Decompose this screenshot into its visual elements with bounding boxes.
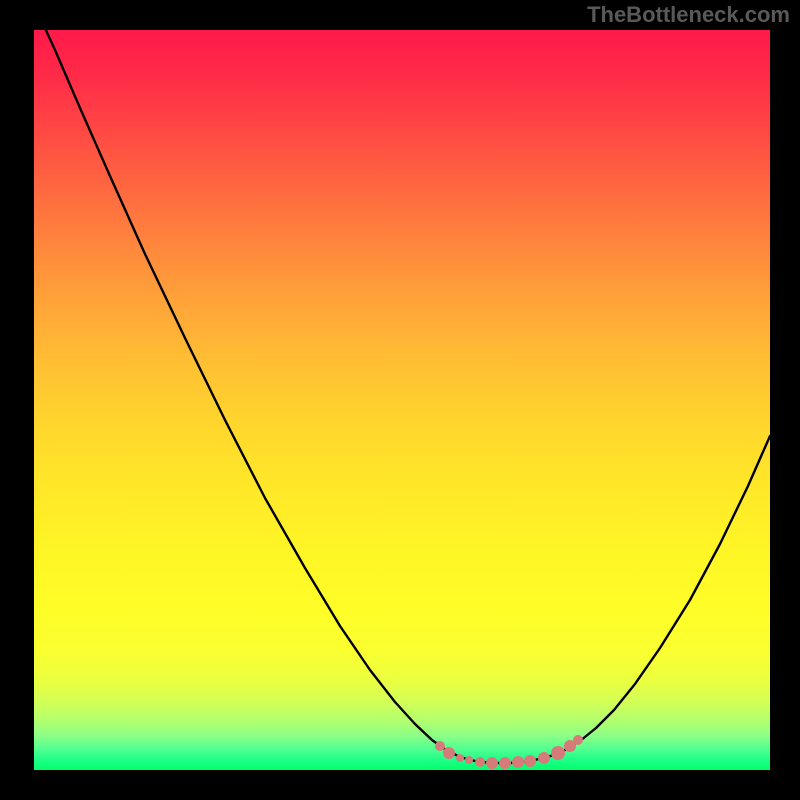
v-curve-line <box>34 4 770 763</box>
chart-svg <box>0 0 800 800</box>
overlay-dot <box>573 735 583 745</box>
watermark-text: TheBottleneck.com <box>587 2 790 28</box>
overlay-dot <box>456 754 464 762</box>
overlay-dot <box>465 756 473 764</box>
overlay-dot <box>486 757 498 769</box>
overlay-dot <box>551 746 565 760</box>
overlay-dots <box>435 735 583 769</box>
overlay-dot <box>435 741 445 751</box>
overlay-dot <box>538 752 550 764</box>
chart-frame: TheBottleneck.com <box>0 0 800 800</box>
overlay-dot <box>443 747 455 759</box>
overlay-dot <box>524 755 536 767</box>
overlay-dot <box>512 756 524 768</box>
overlay-dot <box>475 757 485 767</box>
overlay-dot <box>499 757 511 769</box>
